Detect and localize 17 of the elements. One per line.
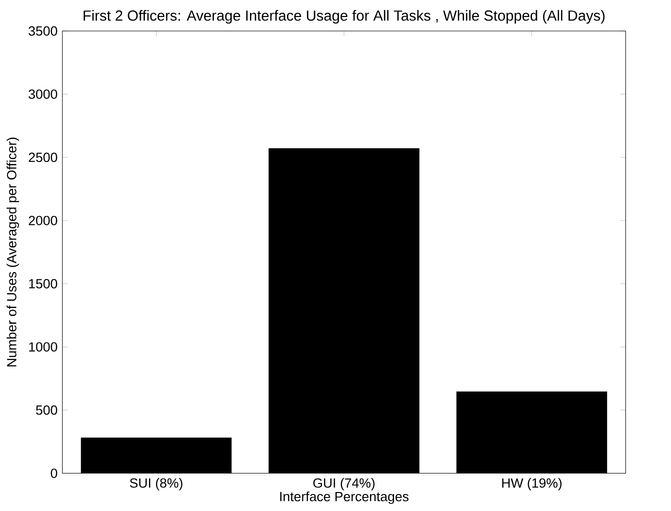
x-tick-label: HW (19%) [502,478,562,490]
y-tick-label: 3500 [28,26,58,36]
bar [268,148,420,474]
y-axis-title: Number of Uses (Averaged per Officer) [6,138,19,366]
y-tick-label: 2000 [28,216,58,226]
x-tick-label: GUI (74%) [313,478,375,490]
x-axis-title: Interface Percentages [280,491,408,504]
y-tick-label: 3000 [28,89,58,99]
bar [80,438,232,474]
bar [456,391,608,474]
y-tick-label: 500 [36,405,58,415]
x-tick-label: SUI (8%) [130,478,182,490]
y-tick-label: 1500 [29,278,58,288]
y-tick-label: 0 [50,468,58,478]
y-tick-label: 1000 [29,342,58,352]
chart-title: First 2 Officers: Average Interface Usage for All Tasks , While Stopped (All Days) [84,10,605,24]
y-tick-label: 2500 [28,152,58,162]
